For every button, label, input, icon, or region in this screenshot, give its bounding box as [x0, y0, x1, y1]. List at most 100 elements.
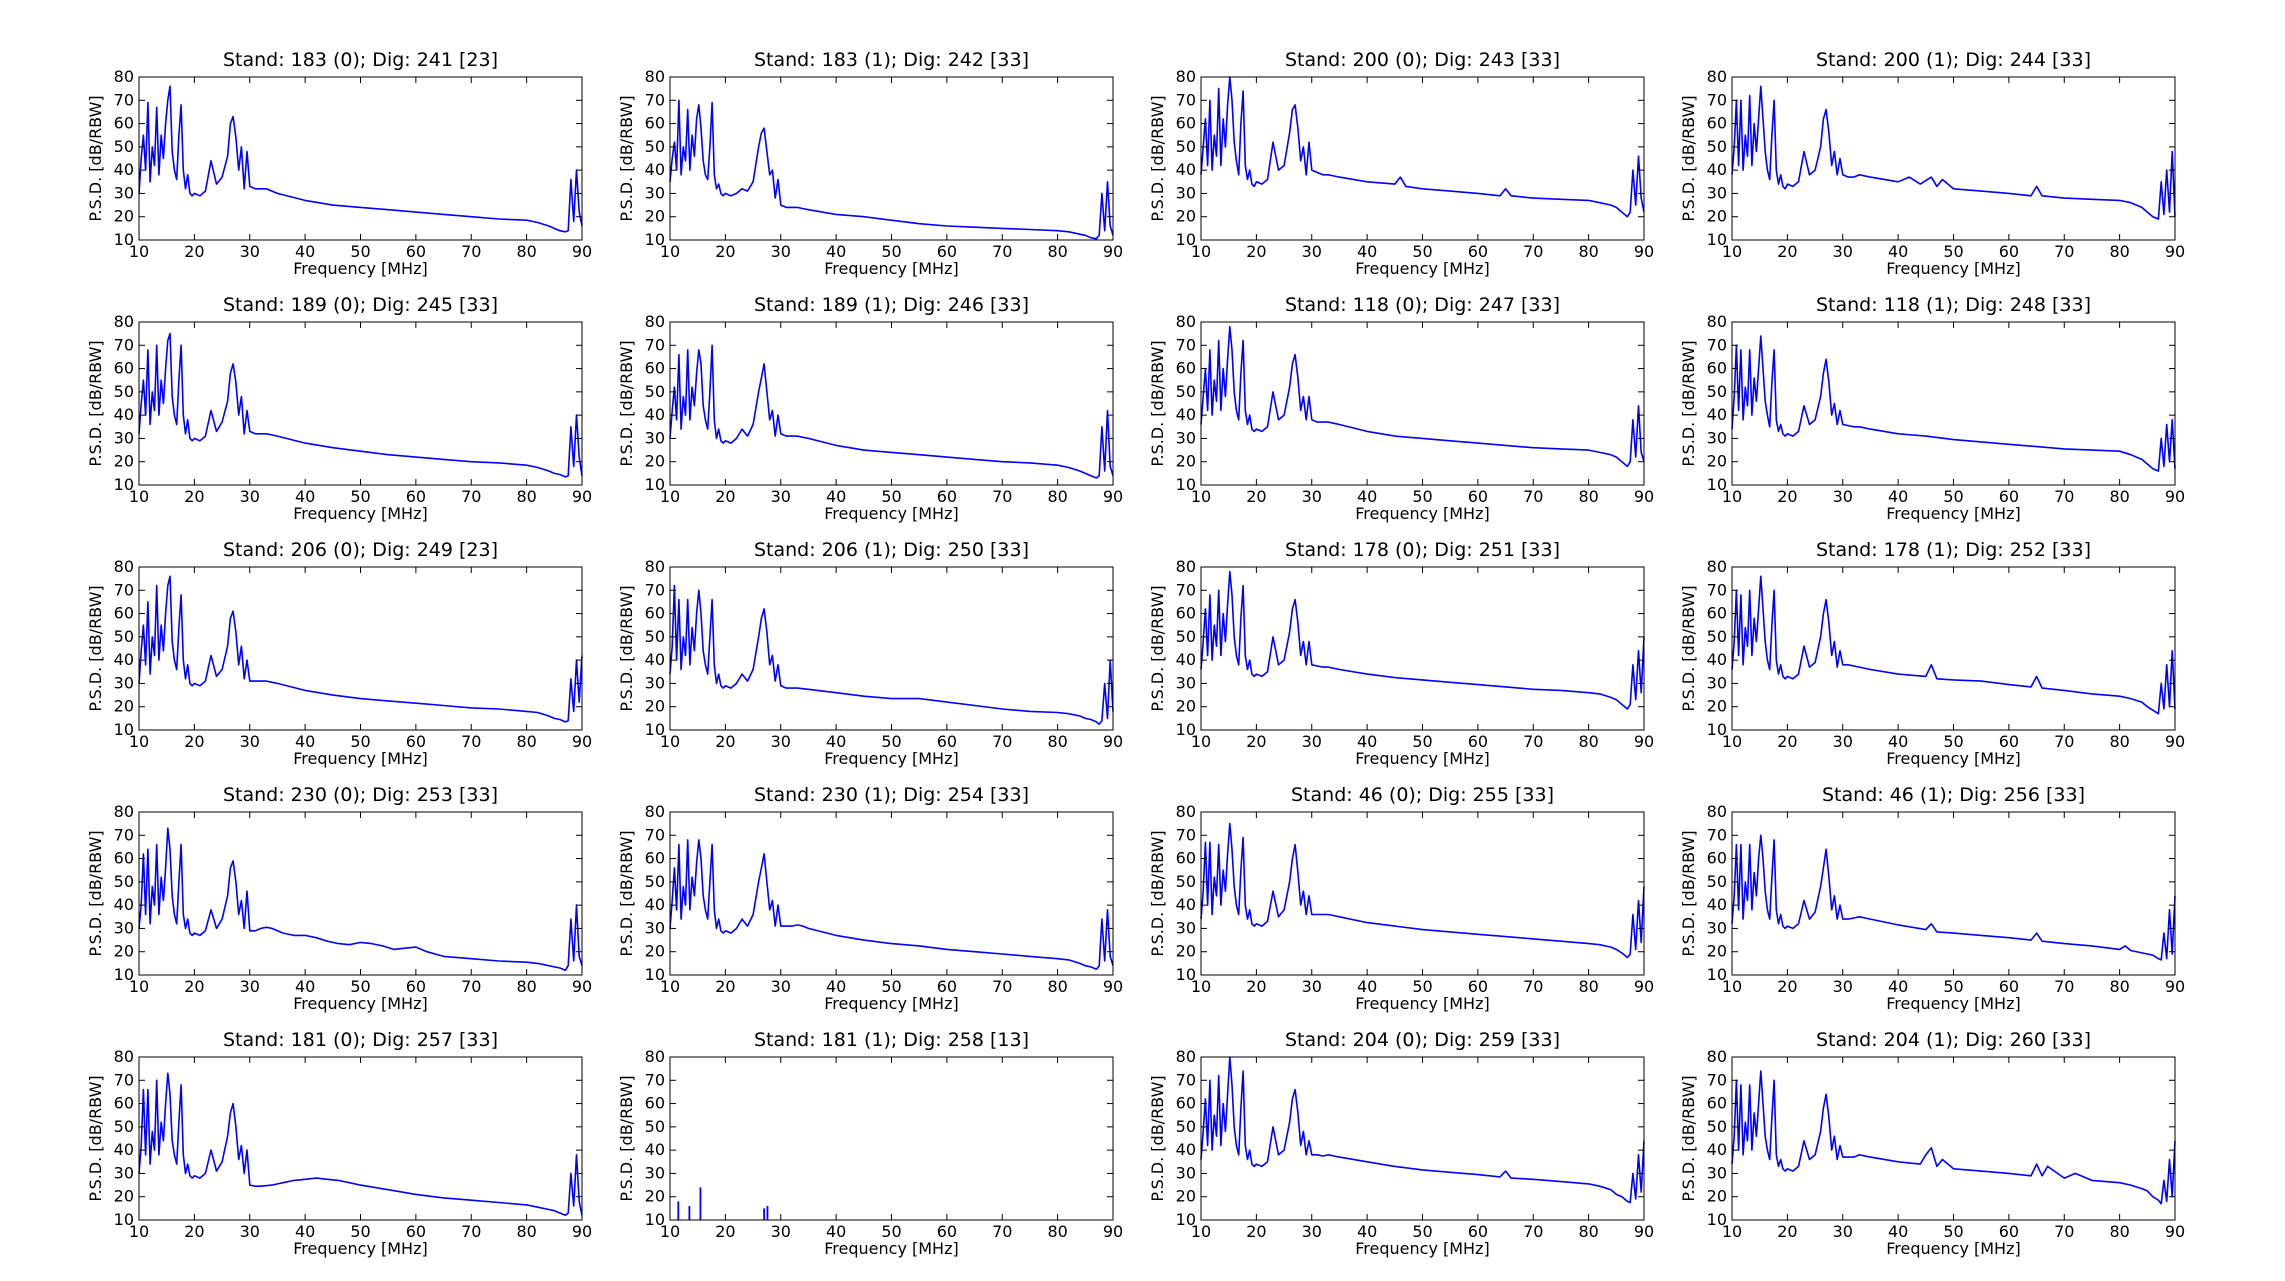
- subplot-title: Stand: 118 (1); Dig: 248 [33]: [1816, 294, 2091, 316]
- y-tick-label: 70: [1707, 335, 1727, 354]
- x-tick-label: 90: [1634, 732, 1654, 751]
- x-tick-label: 10: [660, 977, 680, 996]
- x-tick-label: 90: [1634, 1222, 1654, 1241]
- x-tick-label: 60: [406, 977, 426, 996]
- y-tick-label: 10: [1707, 965, 1727, 984]
- x-tick-label: 90: [2165, 487, 2185, 506]
- y-tick-label: 10: [1176, 720, 1196, 739]
- x-tick-label: 60: [937, 977, 957, 996]
- y-tick-label: 20: [114, 697, 134, 716]
- y-tick-label: 20: [1707, 207, 1727, 226]
- x-tick-label: 40: [1357, 732, 1377, 751]
- y-tick-label: 10: [114, 475, 134, 494]
- y-tick-label: 50: [1707, 627, 1727, 646]
- x-tick-label: 10: [660, 487, 680, 506]
- y-tick-label: 70: [1707, 1070, 1727, 1089]
- x-tick-label: 70: [2054, 732, 2074, 751]
- y-tick-label: 50: [1176, 382, 1196, 401]
- x-tick-label: 40: [1357, 487, 1377, 506]
- y-tick-label: 60: [645, 604, 665, 623]
- y-tick-label: 70: [645, 90, 665, 109]
- y-tick-label: 40: [1707, 1140, 1727, 1159]
- y-tick-label: 40: [645, 650, 665, 669]
- y-tick-label: 10: [1176, 230, 1196, 249]
- x-axis-label: Frequency [MHz]: [1886, 1239, 2020, 1258]
- x-tick-label: 30: [771, 1222, 791, 1241]
- y-tick-label: 40: [1176, 895, 1196, 914]
- y-tick-label: 80: [1176, 67, 1196, 86]
- y-tick-label: 10: [1707, 475, 1727, 494]
- x-tick-label: 30: [771, 487, 791, 506]
- x-tick-label: 20: [1777, 487, 1797, 506]
- y-tick-label: 50: [645, 137, 665, 156]
- subplot-title: Stand: 118 (0); Dig: 247 [33]: [1285, 294, 1560, 316]
- x-tick-label: 60: [1468, 242, 1488, 261]
- y-tick-label: 80: [1707, 67, 1727, 86]
- y-tick-label: 30: [645, 1163, 665, 1182]
- y-tick-label: 40: [114, 1140, 134, 1159]
- y-tick-label: 20: [1176, 207, 1196, 226]
- y-tick-label: 10: [1707, 720, 1727, 739]
- psd-series-line: [1200, 325, 1645, 468]
- y-tick-label: 50: [114, 137, 134, 156]
- psd-series-line: [138, 575, 583, 723]
- y-tick-label: 20: [1176, 697, 1196, 716]
- x-tick-label: 40: [295, 1222, 315, 1241]
- x-tick-label: 10: [1191, 732, 1211, 751]
- x-tick-label: 80: [2109, 732, 2129, 751]
- subplot-4: Stand: 200 (1); Dig: 244 [33] 10 20 30 40 50 6…: [1679, 49, 2185, 278]
- x-tick-label: 90: [1103, 732, 1123, 751]
- y-tick-label: 30: [1707, 428, 1727, 447]
- y-tick-label: 20: [114, 942, 134, 961]
- y-tick-label: 80: [645, 67, 665, 86]
- x-tick-label: 10: [660, 1222, 680, 1241]
- y-tick-label: 80: [114, 557, 134, 576]
- plot-frame: [1731, 811, 2176, 976]
- x-tick-label: 30: [1833, 977, 1853, 996]
- x-axis-label: Frequency [MHz]: [1886, 504, 2020, 523]
- y-tick-label: 50: [1176, 627, 1196, 646]
- x-tick-label: 40: [1888, 977, 1908, 996]
- psd-series-line: [1731, 85, 2176, 220]
- x-tick-label: 30: [240, 732, 260, 751]
- y-tick-label: 60: [1176, 1094, 1196, 1113]
- y-tick-label: 10: [1707, 1210, 1727, 1229]
- subplot-5: Stand: 189 (0); Dig: 245 [33] 10 20 30 40 50 6…: [86, 294, 592, 523]
- x-tick-label: 80: [1047, 487, 1067, 506]
- plot-frame: [1731, 566, 2176, 731]
- subplot-title: Stand: 178 (0); Dig: 251 [33]: [1285, 539, 1560, 561]
- y-tick-label: 80: [645, 802, 665, 821]
- x-tick-label: 60: [1999, 1222, 2019, 1241]
- x-tick-label: 10: [129, 977, 149, 996]
- y-tick-label: 60: [645, 359, 665, 378]
- x-tick-label: 60: [1999, 242, 2019, 261]
- x-tick-label: 40: [826, 242, 846, 261]
- x-tick-label: 40: [295, 487, 315, 506]
- y-tick-label: 20: [1176, 452, 1196, 471]
- y-tick-label: 50: [1176, 1117, 1196, 1136]
- x-tick-label: 10: [129, 242, 149, 261]
- x-tick-label: 70: [461, 487, 481, 506]
- y-axis-label: P.S.D. [dB/RBW]: [1679, 585, 1698, 711]
- x-tick-label: 70: [461, 1222, 481, 1241]
- y-tick-label: 10: [114, 965, 134, 984]
- x-tick-label: 90: [2165, 732, 2185, 751]
- x-tick-label: 70: [992, 732, 1012, 751]
- x-tick-label: 20: [715, 1222, 735, 1241]
- x-axis-label: Frequency [MHz]: [1355, 1239, 1489, 1258]
- y-tick-label: 50: [1707, 872, 1727, 891]
- x-tick-label: 70: [1523, 732, 1543, 751]
- y-tick-label: 60: [114, 359, 134, 378]
- subplot-title: Stand: 230 (0); Dig: 253 [33]: [223, 784, 498, 806]
- subplot-title: Stand: 181 (0); Dig: 257 [33]: [223, 1029, 498, 1051]
- x-tick-label: 50: [881, 732, 901, 751]
- x-tick-label: 80: [1047, 732, 1067, 751]
- psd-series-line: [1200, 76, 1645, 218]
- plot-frame: [1200, 1056, 1645, 1221]
- x-tick-label: 90: [1634, 242, 1654, 261]
- x-tick-label: 60: [1468, 732, 1488, 751]
- y-tick-label: 50: [645, 1117, 665, 1136]
- x-tick-label: 90: [572, 487, 592, 506]
- x-tick-label: 70: [1523, 487, 1543, 506]
